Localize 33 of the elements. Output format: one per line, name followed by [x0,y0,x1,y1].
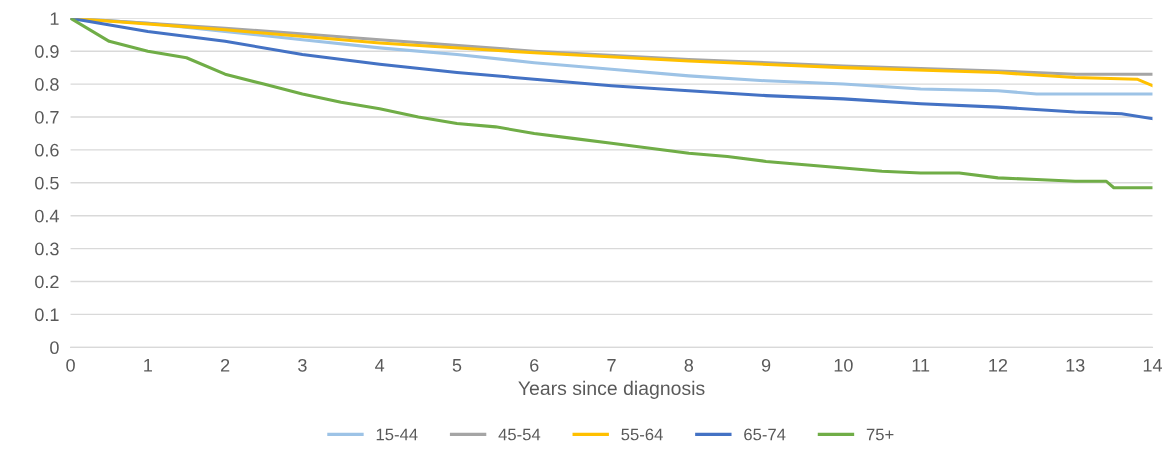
y-tick-label: 0 [50,341,59,355]
legend-label: 75+ [866,428,894,441]
x-tick-label: 7 [607,359,616,372]
x-tick-label: 1 [144,359,152,372]
legend-label: 45-54 [498,428,541,441]
x-tick-label: 13 [1066,358,1085,372]
x-tick-label: 4 [375,359,385,372]
y-tick-label: 0.1 [35,308,59,322]
y-tick-label: 0.4 [35,209,59,223]
y-tick-label: 0.3 [35,242,59,256]
x-tick-label: 9 [761,358,771,372]
legend-label: 15-44 [376,428,418,441]
y-tick-label: 0.9 [35,45,59,58]
x-tick-label: 2 [221,358,230,372]
y-tick-label: 0.6 [35,143,59,157]
x-tick-label: 8 [684,358,694,372]
x-tick-label: 10 [834,358,853,372]
x-tick-label: 5 [452,359,462,372]
y-tick-label: 1 [50,12,59,25]
x-tick-label: 3 [298,358,307,372]
line-series [70,18,1153,190]
x-tick-label: 14 [1143,359,1162,372]
x-tick-label: 0 [66,358,75,372]
x-tick-label: 6 [530,358,539,372]
legend-label: 55-64 [621,428,663,441]
x-tick-label: 12 [989,358,1008,372]
y-tick-label: 0.8 [35,78,59,91]
y-tick-label: 0.7 [35,110,59,124]
x-tick-label: 11 [912,359,930,372]
x-axis-title: Years since diagnosis [518,380,705,399]
legend-label: 65-74 [744,428,786,441]
y-tick-label: 0.5 [35,176,59,190]
y-tick-label: 0.2 [35,275,59,289]
